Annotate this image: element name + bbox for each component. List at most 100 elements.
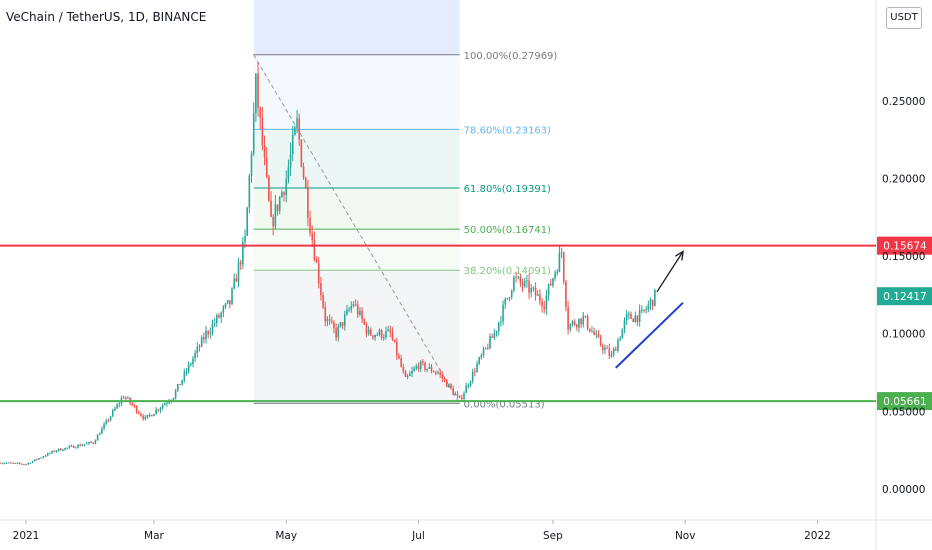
- candle-body: [40, 457, 42, 459]
- last-price-tag-box: [877, 287, 932, 306]
- y-tick-label: 0.10000: [882, 329, 925, 341]
- candle-body: [229, 300, 231, 305]
- candle-body: [83, 444, 86, 446]
- candle-body: [549, 284, 552, 286]
- candle-body: [131, 403, 134, 406]
- candle-body: [168, 401, 170, 403]
- candle-body: [166, 402, 168, 404]
- candle-body: [200, 337, 203, 347]
- candle-body: [44, 455, 47, 457]
- candle-body: [57, 448, 60, 451]
- candle-body: [493, 333, 496, 338]
- candle-body: [487, 347, 489, 349]
- currency-unit-button[interactable]: USDT: [886, 7, 922, 29]
- candle-body: [415, 366, 418, 369]
- candle-body: [513, 277, 515, 291]
- candle-body: [235, 278, 238, 282]
- price-tag-box: [877, 236, 932, 255]
- candle-body: [584, 316, 587, 318]
- candle-body: [183, 371, 186, 380]
- candle-body: [588, 328, 591, 332]
- candle-body: [255, 73, 257, 114]
- fib-zone-band: [253, 129, 460, 188]
- candle-body: [177, 384, 179, 391]
- x-tick-label: Nov: [675, 530, 696, 542]
- candle-body: [461, 397, 463, 400]
- candle-body: [474, 371, 476, 373]
- candle-body: [523, 280, 526, 286]
- candle-body: [85, 443, 88, 445]
- candle-body: [526, 280, 528, 282]
- candle-body: [242, 241, 244, 265]
- candle-body: [148, 415, 151, 417]
- candle-body: [341, 322, 344, 326]
- candle-body: [480, 355, 483, 358]
- candle-body: [372, 335, 374, 338]
- candle-body: [309, 218, 311, 234]
- candle-body: [543, 306, 546, 310]
- candle-body: [575, 324, 578, 328]
- candle-body: [638, 309, 641, 322]
- candle-body: [96, 434, 99, 441]
- candle-body: [237, 262, 240, 282]
- candle-body: [634, 315, 637, 322]
- support-trendline: [615, 301, 684, 369]
- candle-body: [276, 204, 279, 212]
- candle-body: [500, 321, 502, 323]
- candle-body: [365, 324, 368, 334]
- candle-body: [393, 339, 396, 343]
- candle-body: [465, 385, 467, 394]
- candle-body: [216, 315, 218, 324]
- candle-body: [435, 372, 437, 374]
- candle-body: [49, 453, 51, 455]
- candle-body: [174, 390, 177, 398]
- candle-body: [213, 323, 216, 325]
- candle-body: [307, 188, 309, 219]
- candle-body: [595, 333, 598, 335]
- candle-body: [621, 328, 624, 339]
- candle-body: [643, 309, 645, 311]
- candle-body: [497, 322, 500, 331]
- candle-body: [103, 424, 105, 429]
- candle-body: [252, 113, 255, 154]
- candle-body: [0, 462, 1, 464]
- fib-level-label: 38.20%(0.14091): [464, 266, 551, 277]
- candle-body: [23, 464, 25, 466]
- candle-body: [294, 127, 296, 135]
- y-tick-label: 0.20000: [882, 174, 925, 186]
- candle-body: [539, 294, 541, 302]
- candle-body: [389, 329, 392, 333]
- candle-body: [64, 447, 66, 450]
- candle-body: [12, 462, 14, 464]
- candle-body: [545, 295, 548, 310]
- candle-body: [419, 361, 422, 369]
- candle-body: [29, 462, 32, 464]
- candle-body: [98, 433, 101, 435]
- candle-body: [489, 336, 491, 349]
- candle-body: [402, 366, 405, 372]
- candle-body: [274, 204, 277, 227]
- candle-body: [625, 313, 628, 321]
- candle-body: [105, 420, 108, 425]
- fib-level-label: 50.00%(0.16741): [464, 225, 551, 236]
- candle-body: [411, 370, 413, 374]
- candle-body: [187, 364, 190, 372]
- candle-body: [283, 192, 285, 195]
- price-tag-label: 0.05661: [883, 396, 926, 408]
- candle-body: [504, 299, 507, 305]
- fib-level-label: 100.00%(0.27969): [464, 51, 558, 62]
- candle-body: [233, 278, 235, 289]
- candle-body: [385, 330, 387, 337]
- candle-body: [250, 153, 253, 177]
- candle-body: [604, 347, 606, 351]
- candle-body: [16, 462, 19, 464]
- candle-body: [122, 397, 125, 399]
- candle-body: [124, 397, 127, 399]
- x-tick-label: 2022: [804, 530, 831, 542]
- candle-body: [591, 331, 593, 333]
- candle-body: [645, 309, 647, 311]
- candle-body: [406, 375, 409, 377]
- candle-body: [59, 448, 62, 451]
- candle-body: [330, 320, 333, 323]
